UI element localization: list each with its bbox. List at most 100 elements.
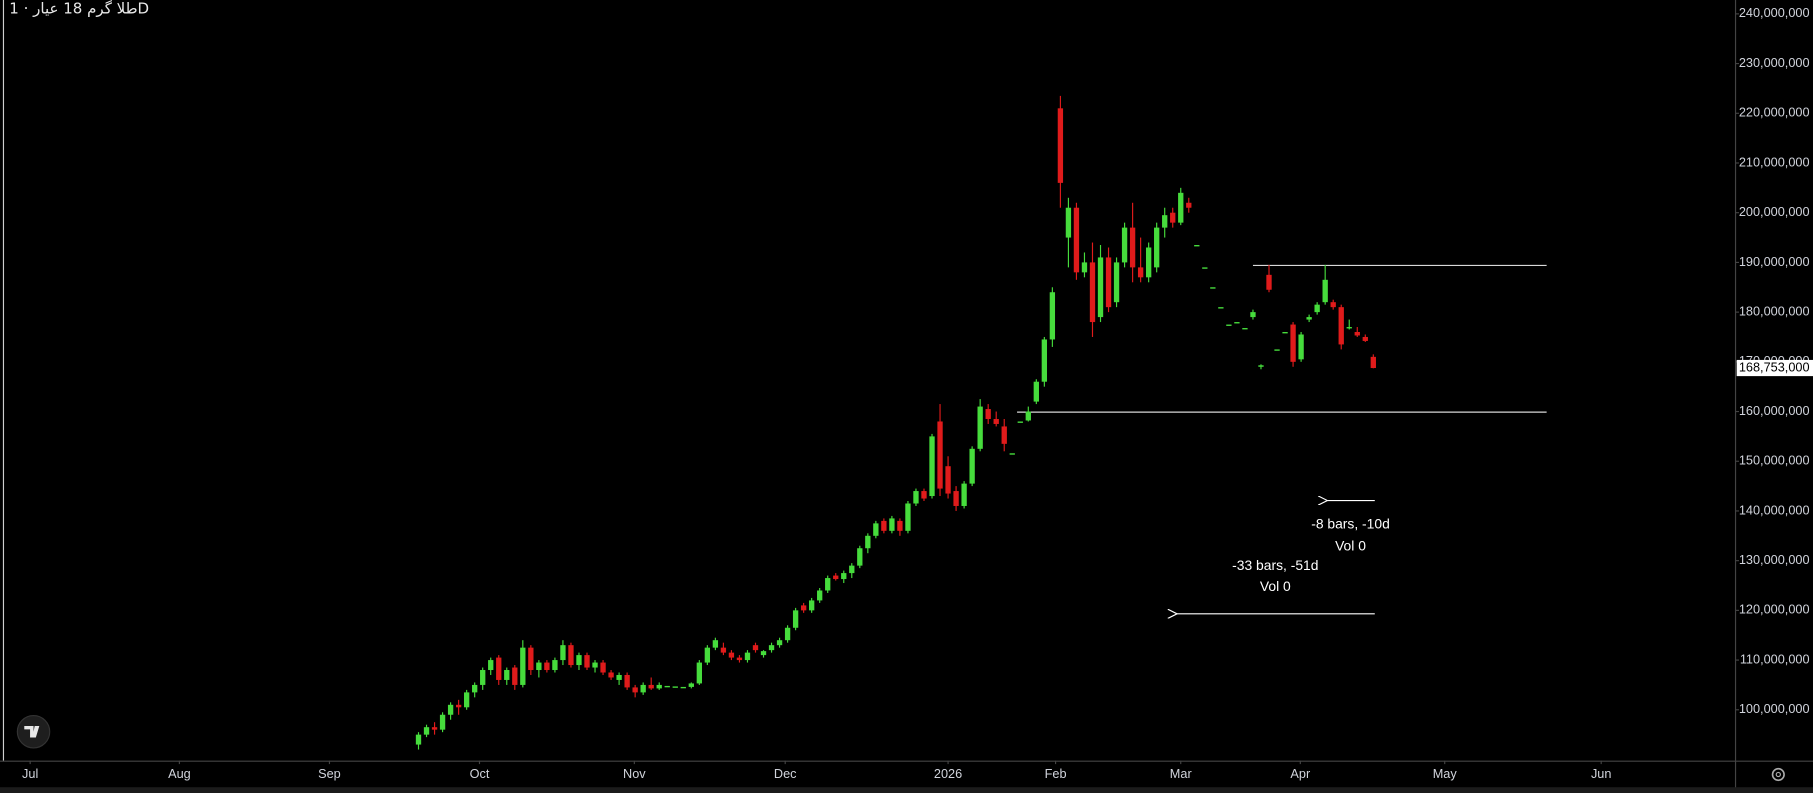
x-tick-label: May	[1433, 766, 1458, 781]
candle-body	[809, 600, 815, 611]
candle-body	[921, 491, 927, 499]
candle-body	[817, 590, 823, 601]
candle-body	[608, 672, 614, 678]
candle-body	[447, 704, 454, 715]
candle-body	[600, 662, 606, 673]
candle-body	[704, 647, 711, 663]
candle-body	[889, 518, 895, 531]
tv-logo[interactable]	[16, 714, 51, 749]
candle-body	[1314, 304, 1320, 313]
measure-label: -8 bars, -10d	[1311, 515, 1390, 531]
y-tick-label: 120,000,000	[1739, 602, 1810, 617]
candle-body	[1105, 257, 1112, 308]
candle-body	[881, 520, 887, 531]
candle-body	[1033, 381, 1039, 402]
chart-title: طلا گرم 18 عیار · 1D	[9, 0, 149, 18]
measure-volume: Vol 0	[1260, 578, 1291, 594]
candle-body	[463, 692, 470, 708]
candle-body	[1017, 421, 1023, 423]
candle-body	[1306, 317, 1312, 320]
y-tick-label: 200,000,000	[1739, 204, 1810, 219]
candle-body	[576, 655, 582, 666]
candle-body	[1330, 302, 1336, 308]
y-tick-label: 230,000,000	[1739, 55, 1810, 70]
candle-body	[439, 714, 446, 730]
candle-body	[1009, 453, 1015, 455]
measure-volume: Vol 0	[1335, 537, 1366, 553]
candle-body	[841, 573, 847, 580]
candle-body	[1290, 324, 1296, 362]
y-tick-label: 140,000,000	[1739, 502, 1810, 517]
x-tick-label: Dec	[774, 766, 797, 781]
candle-body	[1121, 227, 1128, 263]
candle-body	[1057, 108, 1064, 183]
candle-body	[1049, 292, 1056, 340]
last-price-label: 168,753,000	[1739, 359, 1810, 374]
settings-button[interactable]	[1771, 767, 1785, 782]
candle-body	[520, 647, 526, 685]
candle-body	[1041, 339, 1048, 382]
candle-body	[1274, 349, 1280, 351]
candle-body	[1194, 245, 1200, 247]
y-tick-label: 180,000,000	[1739, 303, 1810, 318]
logo-mark	[24, 725, 40, 738]
candle-body	[833, 575, 839, 580]
candle-body	[496, 657, 502, 680]
candle-body	[1129, 227, 1136, 268]
candle-body	[648, 684, 654, 689]
candle-body	[680, 686, 686, 689]
measure-tools: -8 bars, -10d Vol 0 -33 bars, -51d Vol 0	[1177, 501, 1390, 614]
candle-body	[752, 645, 759, 651]
candle-body	[720, 647, 727, 653]
y-tick-label: 220,000,000	[1739, 105, 1810, 120]
gear-icon[interactable]	[1771, 767, 1785, 782]
candle-body	[488, 660, 494, 671]
candle-body	[664, 685, 670, 688]
candle-body	[1065, 207, 1072, 238]
candle-body	[592, 662, 598, 668]
x-tick-label: Sep	[318, 766, 341, 781]
y-tick-label: 240,000,000	[1739, 5, 1810, 20]
candle-body	[504, 670, 510, 680]
y-tick-label: 100,000,000	[1739, 701, 1810, 716]
candle-body	[784, 627, 791, 641]
candle-body	[1154, 227, 1160, 268]
candle-body	[1282, 332, 1288, 334]
candle-body	[768, 645, 775, 651]
candle-body	[1073, 207, 1080, 273]
candle-body	[1202, 267, 1208, 269]
y-tick-label: 190,000,000	[1739, 254, 1810, 269]
candle-body	[1025, 411, 1031, 421]
candle-body	[656, 684, 662, 689]
candle-body	[873, 523, 879, 536]
candle-body	[1354, 332, 1360, 336]
candle-body	[1162, 215, 1168, 228]
candle-body	[552, 660, 558, 671]
candle-body	[1218, 307, 1224, 309]
candle-body	[937, 421, 943, 489]
candle-body	[431, 727, 438, 730]
candle-body	[712, 640, 719, 648]
candle-body	[736, 657, 743, 661]
candle-body	[728, 652, 735, 658]
candle-body	[568, 645, 574, 666]
candle-body	[672, 686, 678, 688]
candle-body	[929, 436, 935, 497]
candle-body	[760, 651, 767, 656]
candle-body	[632, 687, 638, 693]
candle-body	[913, 491, 919, 504]
candle-body	[1113, 262, 1120, 303]
candle-body	[1081, 262, 1088, 273]
candle-body	[584, 655, 590, 668]
candle-body	[1089, 262, 1096, 323]
y-tick-label: 130,000,000	[1739, 552, 1810, 567]
candle-body	[800, 605, 807, 611]
y-tick-label: 210,000,000	[1739, 154, 1810, 169]
candle-body	[1097, 257, 1104, 318]
candle-body	[744, 652, 751, 661]
candle-body	[472, 684, 478, 693]
candle-body	[1226, 324, 1232, 326]
